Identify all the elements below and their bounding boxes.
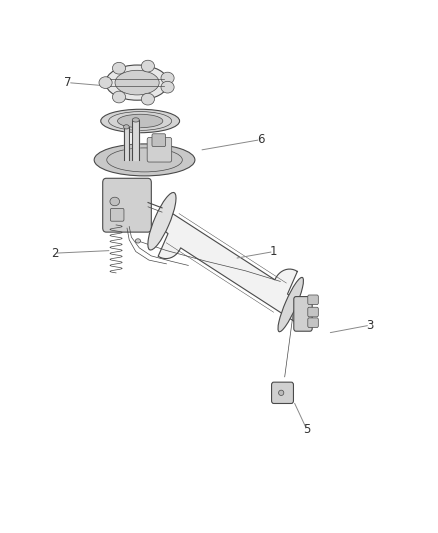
FancyBboxPatch shape [294, 296, 312, 331]
Ellipse shape [117, 114, 163, 128]
Text: 7: 7 [64, 76, 72, 89]
FancyBboxPatch shape [147, 138, 172, 162]
Ellipse shape [132, 118, 139, 122]
Ellipse shape [148, 192, 176, 250]
Ellipse shape [94, 144, 195, 176]
Ellipse shape [141, 60, 155, 72]
Text: 6: 6 [257, 133, 265, 146]
Ellipse shape [135, 239, 141, 243]
FancyBboxPatch shape [152, 134, 166, 147]
Text: 5: 5 [303, 423, 310, 435]
Ellipse shape [99, 77, 112, 88]
FancyBboxPatch shape [102, 178, 151, 232]
Ellipse shape [124, 125, 129, 129]
Text: 3: 3 [367, 319, 374, 332]
Ellipse shape [141, 93, 155, 105]
Text: 1: 1 [270, 245, 278, 258]
Polygon shape [158, 206, 297, 321]
FancyBboxPatch shape [308, 318, 318, 327]
Ellipse shape [279, 390, 284, 395]
Ellipse shape [161, 72, 174, 84]
Polygon shape [132, 120, 139, 160]
Ellipse shape [101, 109, 180, 133]
Ellipse shape [113, 91, 126, 103]
Ellipse shape [161, 82, 174, 93]
Text: 2: 2 [51, 247, 59, 260]
Ellipse shape [278, 277, 304, 332]
FancyBboxPatch shape [110, 208, 124, 221]
Ellipse shape [115, 70, 159, 95]
FancyBboxPatch shape [272, 382, 293, 403]
FancyBboxPatch shape [308, 307, 318, 317]
Polygon shape [124, 127, 129, 160]
Ellipse shape [113, 62, 126, 74]
Ellipse shape [106, 65, 169, 100]
FancyBboxPatch shape [308, 295, 318, 304]
Ellipse shape [110, 197, 120, 206]
